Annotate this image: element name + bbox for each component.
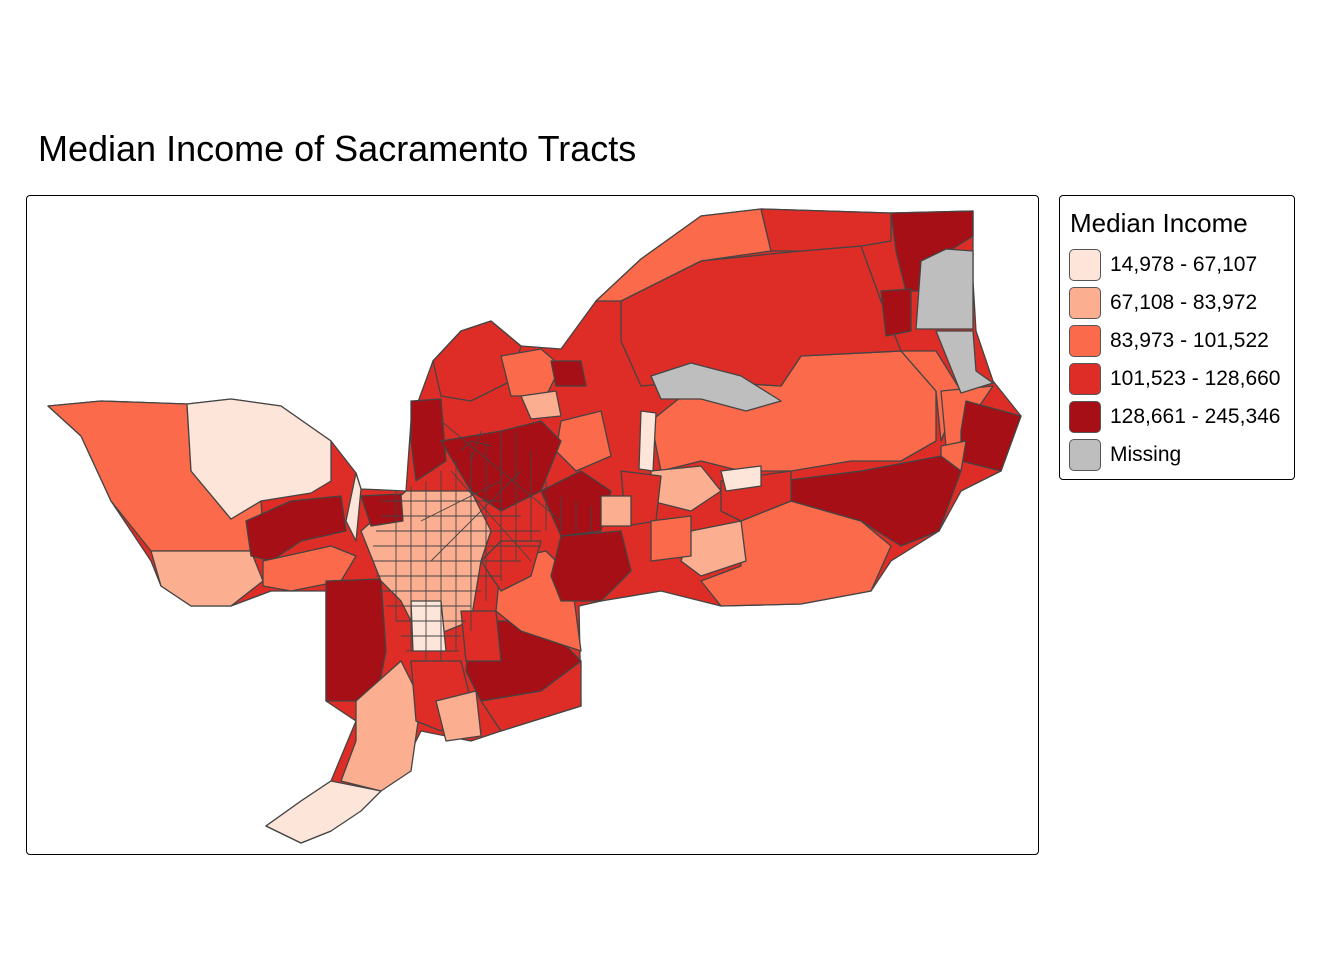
- legend-swatch: [1069, 363, 1101, 395]
- legend-swatch: [1069, 287, 1101, 319]
- map-title: Median Income of Sacramento Tracts: [38, 128, 637, 169]
- map-legend: Median Income 14,978 - 67,107 67,108 - 8…: [1059, 195, 1295, 480]
- tract-region: [880, 288, 912, 337]
- tract-region: [720, 465, 762, 492]
- tract-region: [245, 495, 347, 562]
- tract-region: [435, 690, 482, 742]
- legend-label: 67,108 - 83,972: [1110, 291, 1258, 314]
- tract-region: [600, 495, 632, 527]
- tract-region: [345, 472, 362, 542]
- tract-region: [360, 493, 404, 527]
- legend-label: 128,661 - 245,346: [1110, 405, 1281, 428]
- choropleth-map: [47, 208, 1022, 844]
- tract-region: [620, 245, 902, 387]
- tract-region: [460, 610, 502, 662]
- tract-region: [500, 348, 562, 397]
- urban-tract-grid: [373, 420, 592, 661]
- legend-swatch: [1069, 325, 1101, 357]
- tract-region: [940, 440, 967, 472]
- legend-label: 14,978 - 67,107: [1110, 253, 1258, 276]
- legend-label: 83,973 - 101,522: [1110, 329, 1269, 352]
- map-frame: [26, 195, 1039, 855]
- legend-label: 101,523 - 128,660: [1110, 367, 1281, 390]
- tract-region: [340, 660, 422, 792]
- tract-region: [265, 780, 382, 844]
- tract-region: [410, 398, 447, 482]
- tract-region: [550, 360, 587, 387]
- legend-label: Missing: [1110, 443, 1182, 466]
- tract-region: [550, 530, 632, 602]
- tract-region: [960, 400, 1022, 472]
- tract-region: [650, 515, 692, 562]
- tract-missing: [935, 330, 994, 394]
- tract-region: [780, 455, 962, 547]
- tract-region: [638, 410, 657, 472]
- tract-missing: [650, 362, 782, 412]
- tract-missing: [915, 248, 974, 330]
- legend-swatch: [1069, 439, 1101, 471]
- tract-region: [325, 578, 387, 702]
- legend-swatch: [1069, 249, 1101, 281]
- tract-region: [480, 540, 542, 592]
- tract-region: [760, 208, 892, 252]
- legend-title: Median Income: [1070, 208, 1248, 238]
- legend-swatch: [1069, 401, 1101, 433]
- tract-region: [520, 390, 562, 420]
- tract-region: [186, 398, 332, 520]
